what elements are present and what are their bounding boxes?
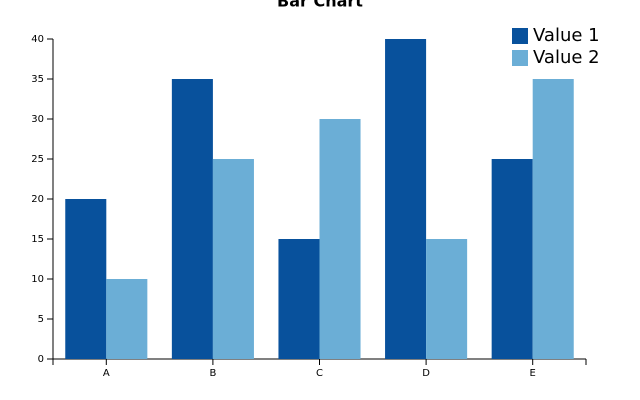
bar bbox=[426, 239, 468, 359]
bar bbox=[491, 159, 533, 359]
bar bbox=[106, 279, 148, 359]
x-tick-label: D bbox=[422, 368, 430, 379]
y-tick-label: 25 bbox=[31, 154, 44, 165]
bar bbox=[171, 79, 213, 359]
y-tick-label: 0 bbox=[38, 354, 44, 365]
y-tick-label: 30 bbox=[31, 114, 44, 125]
bar bbox=[319, 119, 361, 359]
bar bbox=[65, 199, 107, 359]
x-tick-label: B bbox=[209, 368, 216, 379]
bar bbox=[278, 239, 320, 359]
x-tick-label: A bbox=[103, 368, 110, 379]
y-tick-label: 40 bbox=[31, 34, 44, 45]
y-tick-label: 35 bbox=[31, 74, 44, 85]
bar bbox=[385, 39, 427, 359]
legend-label: Value 1 bbox=[533, 25, 600, 46]
y-tick-label: 10 bbox=[31, 274, 44, 285]
x-tick-label: C bbox=[316, 368, 323, 379]
legend-swatch bbox=[512, 28, 528, 44]
legend-label: Value 2 bbox=[533, 47, 600, 68]
legend-swatch bbox=[512, 50, 528, 66]
bar bbox=[532, 79, 574, 359]
y-tick-label: 5 bbox=[38, 314, 44, 325]
bar bbox=[212, 159, 254, 359]
y-tick-label: 20 bbox=[31, 194, 44, 205]
y-tick-label: 15 bbox=[31, 234, 44, 245]
x-tick-label: E bbox=[530, 368, 536, 379]
chart-title: Bar Chart bbox=[277, 0, 363, 11]
